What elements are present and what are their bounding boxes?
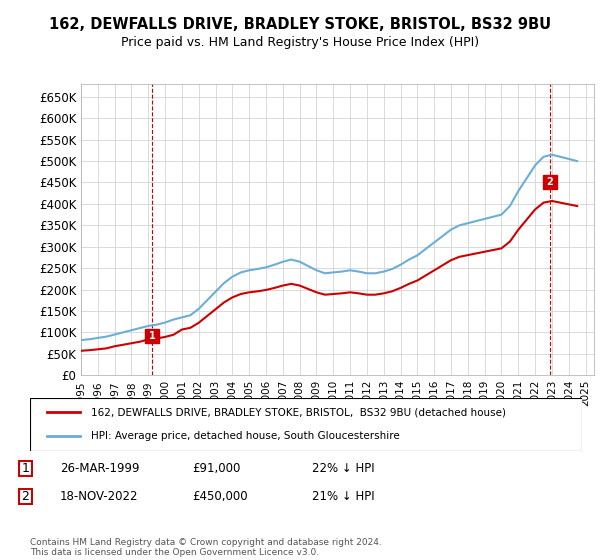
- Text: 1: 1: [22, 462, 29, 475]
- Text: 1: 1: [149, 331, 155, 341]
- FancyBboxPatch shape: [30, 398, 582, 451]
- Text: 21% ↓ HPI: 21% ↓ HPI: [312, 490, 374, 503]
- Text: 162, DEWFALLS DRIVE, BRADLEY STOKE, BRISTOL,  BS32 9BU (detached house): 162, DEWFALLS DRIVE, BRADLEY STOKE, BRIS…: [91, 408, 506, 418]
- Text: £450,000: £450,000: [192, 490, 248, 503]
- Text: HPI: Average price, detached house, South Gloucestershire: HPI: Average price, detached house, Sout…: [91, 431, 400, 441]
- Text: 162, DEWFALLS DRIVE, BRADLEY STOKE, BRISTOL, BS32 9BU: 162, DEWFALLS DRIVE, BRADLEY STOKE, BRIS…: [49, 17, 551, 32]
- Text: 2: 2: [22, 490, 29, 503]
- Text: Price paid vs. HM Land Registry's House Price Index (HPI): Price paid vs. HM Land Registry's House …: [121, 36, 479, 49]
- FancyBboxPatch shape: [19, 489, 32, 504]
- FancyBboxPatch shape: [19, 461, 32, 476]
- Text: Contains HM Land Registry data © Crown copyright and database right 2024.
This d: Contains HM Land Registry data © Crown c…: [30, 538, 382, 557]
- Text: 18-NOV-2022: 18-NOV-2022: [60, 490, 139, 503]
- Text: 2: 2: [547, 178, 553, 188]
- Text: £91,000: £91,000: [192, 462, 241, 475]
- Text: 22% ↓ HPI: 22% ↓ HPI: [312, 462, 374, 475]
- Text: 26-MAR-1999: 26-MAR-1999: [60, 462, 139, 475]
